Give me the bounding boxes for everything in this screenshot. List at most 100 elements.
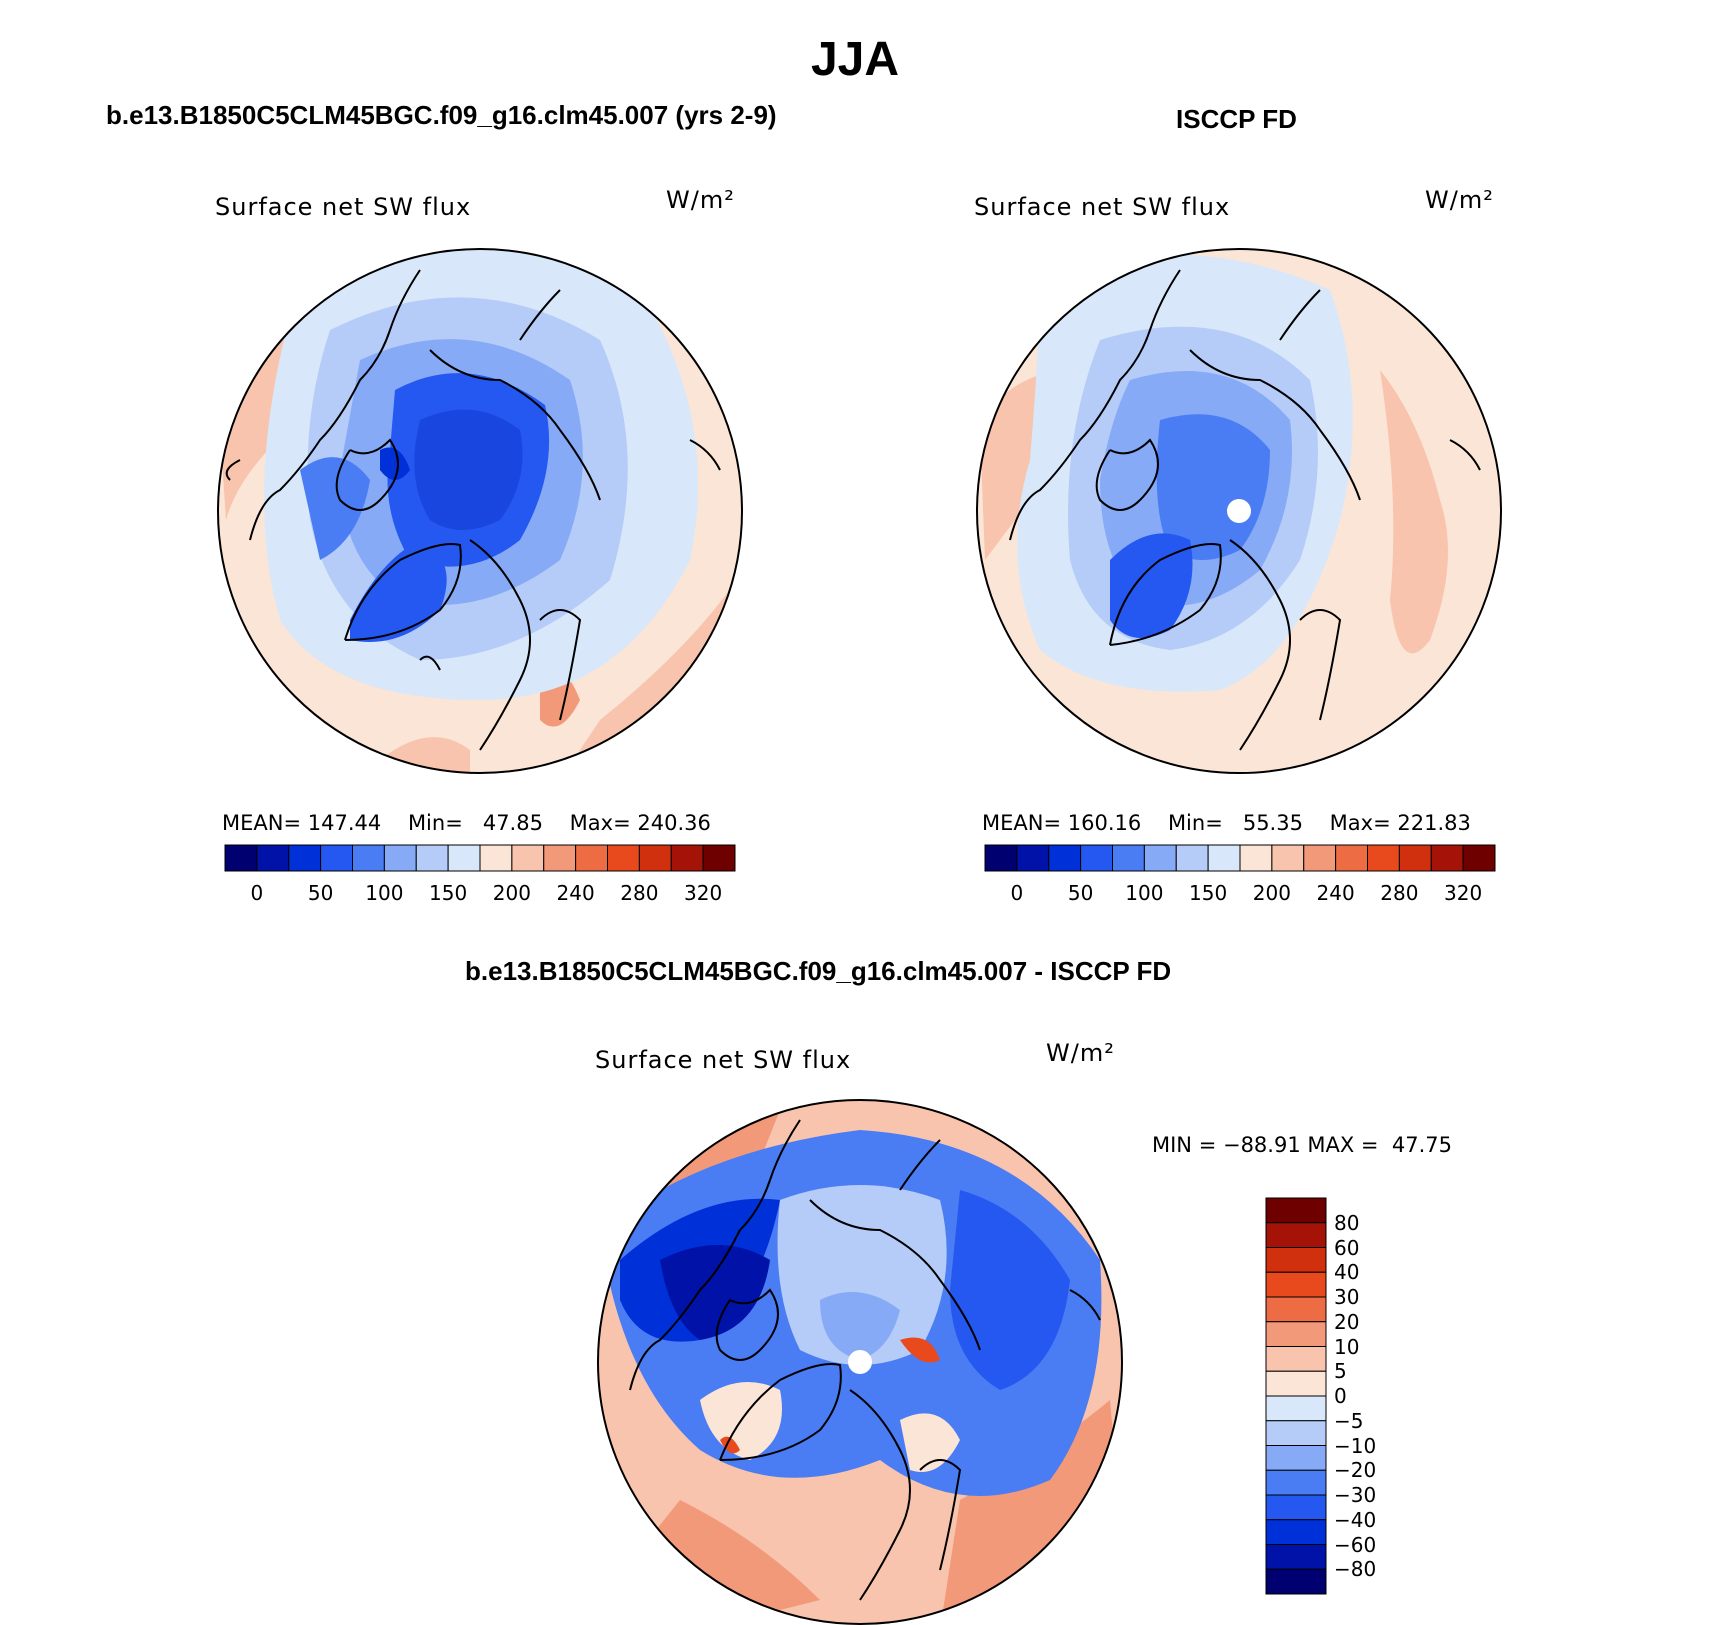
obs-max-label: Max=: [1329, 811, 1391, 835]
diff-colorbar-box: [1265, 1420, 1327, 1446]
diff-minmax-text: MIN = −88.91 MAX = 47.75: [1152, 1133, 1452, 1157]
model-panel-title: b.e13.B1850C5CLM45BGC.f09_g16.clm45.007 …: [106, 100, 777, 130]
obs-colorbar-box: [1430, 844, 1464, 872]
model-units-label: W/m²: [666, 186, 735, 214]
obs-colorbar-tick-label: 100: [1125, 881, 1164, 905]
diff-panel-title: b.e13.B1850C5CLM45BGC.f09_g16.clm45.007 …: [465, 956, 1172, 986]
diff-colorbar-box: [1265, 1494, 1327, 1521]
model-colorbar-tick-label: 100: [365, 881, 404, 905]
diff-colorbar-box: [1265, 1568, 1327, 1595]
obs-colorbar-tick-label: 150: [1189, 881, 1228, 905]
obs-panel-title: ISCCP FD: [1176, 104, 1297, 134]
figure-title: JJA: [810, 33, 900, 86]
model-colorbar: [224, 844, 736, 872]
obs-colorbar-box: [1016, 844, 1050, 872]
obs-colorbar-box: [1080, 844, 1113, 872]
diff-colorbar-box: [1265, 1222, 1327, 1248]
obs-colorbar-box: [1048, 844, 1082, 872]
obs-units-label: W/m²: [1425, 186, 1494, 214]
model-colorbar-tick-label: 200: [492, 881, 531, 905]
obs-colorbar-tick-label: 50: [1067, 881, 1094, 905]
diff-colorbar-tick-label: 0: [1334, 1384, 1347, 1408]
model-colorbar-box: [352, 844, 385, 872]
model-min-label: Min=: [407, 811, 463, 835]
diff-colorbar-tick-label: −10: [1334, 1433, 1377, 1458]
obs-variable-label: Surface net SW flux: [974, 193, 1231, 221]
obs-colorbar-tick-label: 320: [1444, 881, 1483, 905]
obs-polar-map: [976, 248, 1502, 774]
diff-colorbar-box: [1265, 1271, 1327, 1298]
obs-colorbar-box: [1335, 844, 1368, 872]
obs-colorbar-tick-label: 200: [1252, 881, 1291, 905]
model-mean-value: 147.44: [307, 811, 382, 835]
obs-colorbar-box: [1207, 844, 1241, 872]
diff-colorbar-tick-label: 40: [1334, 1260, 1360, 1285]
model-colorbar-box: [479, 844, 513, 872]
model-colorbar-box: [383, 844, 417, 872]
diff-colorbar-tick-label: −80: [1334, 1557, 1377, 1582]
diff-colorbar-box: [1265, 1296, 1327, 1323]
obs-min-label: Min=: [1167, 811, 1223, 835]
diff-colorbar-tick-label: −30: [1334, 1483, 1377, 1507]
model-colorbar-box: [702, 844, 736, 872]
obs-mean-value: 160.16: [1067, 811, 1142, 835]
diff-colorbar-tick-label: 30: [1334, 1285, 1360, 1309]
obs-min-value: 55.35: [1242, 811, 1303, 835]
diff-colorbar-box: [1265, 1519, 1327, 1545]
model-colorbar-tick-label: 240: [556, 881, 595, 905]
model-colorbar-tick-label: 280: [620, 881, 659, 905]
model-colorbar-box: [638, 844, 672, 872]
obs-colorbar-tick-label: 0: [1010, 881, 1024, 905]
diff-units-label: W/m²: [1046, 1039, 1115, 1067]
diff-colorbar-tick-label: −60: [1334, 1532, 1377, 1557]
diff-polar-map: [597, 1099, 1123, 1625]
obs-colorbar-tick-label: 280: [1380, 881, 1419, 905]
obs-colorbar-box: [1239, 844, 1273, 872]
model-colorbar-box: [511, 844, 545, 872]
model-colorbar-box: [415, 844, 449, 872]
diff-colorbar-box: [1265, 1247, 1327, 1273]
model-stats: MEAN= 147.44 Min= 47.85 Max= 240.36: [222, 811, 711, 835]
obs-stats: MEAN= 160.16 Min= 55.35 Max= 221.83: [982, 811, 1471, 835]
obs-mean-label: MEAN=: [982, 811, 1062, 835]
obs-colorbar-box: [1367, 844, 1400, 872]
model-colorbar-box: [256, 844, 290, 872]
model-colorbar-tick-label: 50: [307, 881, 334, 905]
model-variable-label: Surface net SW flux: [215, 193, 472, 221]
obs-colorbar-box: [1175, 844, 1209, 872]
obs-colorbar-box: [1303, 844, 1337, 872]
model-colorbar-box: [224, 844, 258, 872]
obs-colorbar-box: [1112, 844, 1145, 872]
model-max-value: 240.36: [637, 811, 711, 835]
diff-colorbar-tick-label: −20: [1334, 1458, 1377, 1483]
model-colorbar-box: [543, 844, 577, 872]
diff-colorbar-box: [1265, 1395, 1327, 1422]
diff-colorbar: [1265, 1197, 1327, 1595]
obs-colorbar-box: [1462, 844, 1496, 872]
diff-colorbar-tick-label: −5: [1334, 1408, 1364, 1433]
model-mean-label: MEAN=: [222, 811, 302, 835]
diff-colorbar-box: [1265, 1469, 1327, 1496]
model-colorbar-box: [575, 844, 608, 872]
diff-colorbar-box: [1265, 1346, 1327, 1372]
model-polar-map: [217, 248, 743, 774]
diff-colorbar-box: [1265, 1197, 1327, 1224]
model-colorbar-tick-label: 0: [250, 881, 264, 905]
diff-colorbar-box: [1265, 1445, 1327, 1471]
obs-max-value: 221.83: [1397, 811, 1471, 835]
obs-colorbar: [984, 844, 1496, 872]
model-min-value: 47.85: [482, 811, 543, 835]
diff-colorbar-tick-label: 80: [1334, 1210, 1360, 1235]
diff-colorbar-box: [1265, 1321, 1327, 1347]
model-colorbar-box: [447, 844, 481, 872]
obs-colorbar-box: [1143, 844, 1177, 872]
model-colorbar-box: [320, 844, 353, 872]
model-colorbar-box: [607, 844, 640, 872]
obs-colorbar-box: [1271, 844, 1305, 872]
model-colorbar-box: [288, 844, 322, 872]
model-colorbar-tick-label: 320: [684, 881, 723, 905]
diff-colorbar-tick-label: −40: [1334, 1507, 1377, 1532]
obs-colorbar-box: [984, 844, 1018, 872]
model-colorbar-tick-label: 150: [429, 881, 468, 905]
